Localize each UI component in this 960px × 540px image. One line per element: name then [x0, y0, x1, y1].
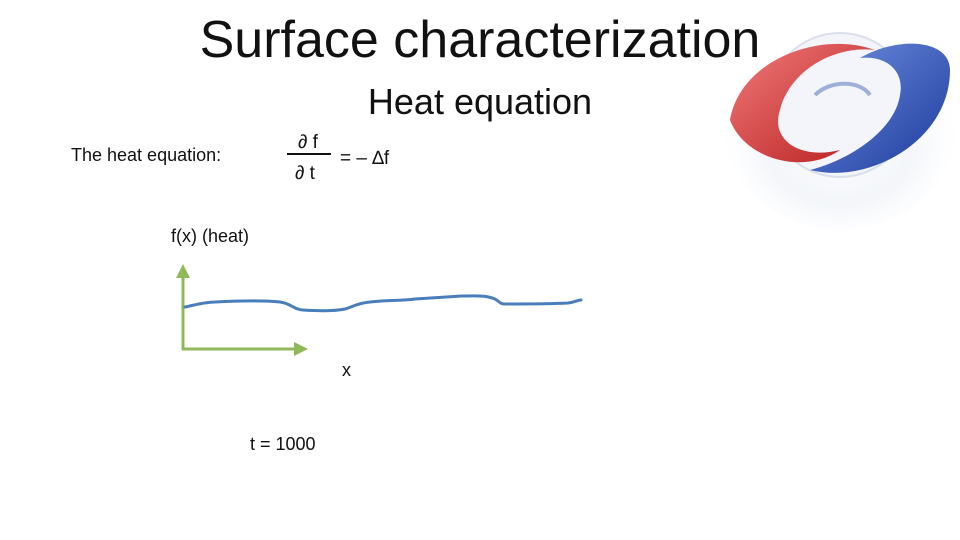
slide-subtitle: Heat equation [367, 81, 593, 122]
y-axis-label: f(x) (heat) [171, 226, 250, 246]
heat-equation-label: The heat equation: [71, 145, 222, 165]
equation-right-side: = – ∆f [340, 148, 390, 169]
fraction-numerator: ∂ f [298, 132, 318, 153]
x-axis-label: x [342, 360, 351, 380]
x-axis-arrowhead [294, 342, 308, 356]
fraction-bar [287, 153, 331, 155]
slide-title: Surface characterization [199, 11, 761, 69]
fraction-denominator: ∂ t [295, 163, 315, 184]
y-axis-arrow [176, 264, 190, 350]
time-label: t = 1000 [250, 434, 316, 454]
y-axis-arrowhead [176, 264, 190, 278]
heat-curve [183, 294, 583, 313]
swirl-sphere-logo-icon [725, 30, 955, 230]
x-axis-arrow [182, 342, 308, 356]
